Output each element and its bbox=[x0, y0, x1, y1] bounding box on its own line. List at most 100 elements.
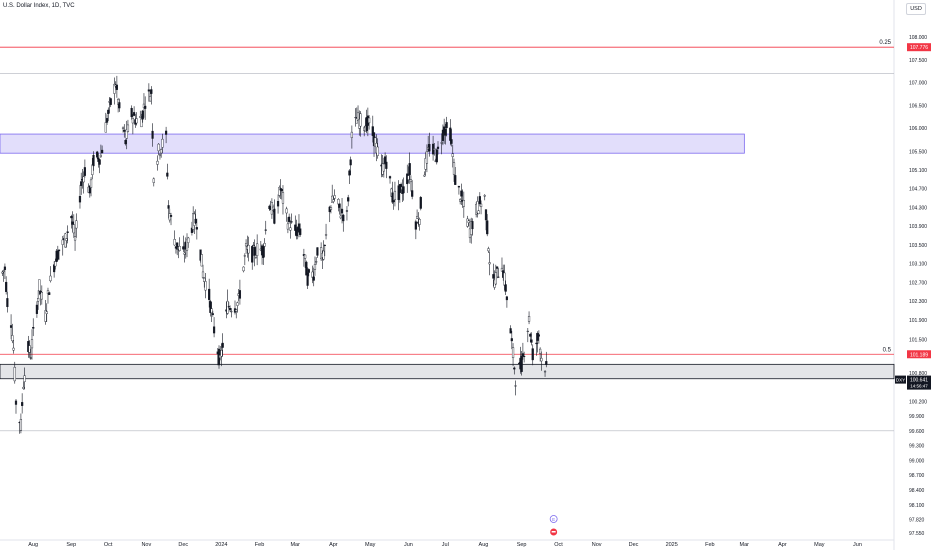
candle-body bbox=[452, 162, 456, 175]
y-tick-label: 102.300 bbox=[909, 299, 927, 305]
candle-body bbox=[363, 127, 366, 131]
candle-body bbox=[441, 129, 445, 141]
candle-body bbox=[470, 221, 473, 235]
candle-body bbox=[539, 348, 542, 354]
candle-body bbox=[436, 146, 440, 149]
y-tick-label: 106.500 bbox=[909, 103, 927, 109]
candle-body bbox=[121, 127, 125, 129]
candle-body bbox=[156, 160, 159, 165]
candle-body bbox=[536, 332, 539, 341]
candle-body bbox=[209, 301, 212, 313]
candle-body bbox=[504, 284, 507, 292]
currency-button[interactable]: USD bbox=[906, 3, 926, 15]
candle-body bbox=[238, 290, 242, 299]
candle-body bbox=[73, 236, 77, 241]
candle-body bbox=[521, 353, 524, 357]
candle-body bbox=[484, 209, 488, 221]
candle-body bbox=[295, 229, 298, 237]
candle-body bbox=[355, 118, 358, 124]
x-tick-label: Jun bbox=[853, 542, 862, 548]
candle-body bbox=[459, 199, 462, 202]
candle-body bbox=[49, 275, 52, 282]
candle-body bbox=[53, 264, 56, 273]
y-tick-label: 99.000 bbox=[909, 458, 925, 464]
price-tag-label: 101.189 bbox=[910, 352, 928, 358]
candle-body bbox=[254, 255, 258, 258]
candle-body bbox=[88, 185, 91, 194]
candle-body bbox=[385, 161, 388, 169]
event-icon-label: E bbox=[552, 517, 555, 522]
event-icon bbox=[549, 515, 558, 523]
candle-body bbox=[144, 105, 147, 109]
candle-body bbox=[269, 207, 272, 211]
candle-body bbox=[11, 335, 14, 342]
candle-body bbox=[195, 227, 198, 230]
candle-body bbox=[526, 330, 529, 332]
candle-body bbox=[390, 188, 393, 197]
candle-body bbox=[221, 342, 224, 348]
candle-body bbox=[299, 228, 302, 235]
candle-body bbox=[492, 274, 495, 279]
x-tick-label: Mar bbox=[290, 542, 300, 548]
candle-body bbox=[518, 362, 521, 365]
resistance-zone bbox=[0, 133, 745, 154]
candle-body bbox=[80, 181, 83, 186]
candle-body bbox=[531, 348, 534, 361]
y-tick-label: 102.700 bbox=[909, 280, 927, 286]
candle-body bbox=[173, 239, 176, 246]
candle-body bbox=[440, 142, 443, 144]
y-tick-label: 105.500 bbox=[909, 149, 927, 155]
candle-body bbox=[246, 246, 249, 250]
candle-body bbox=[488, 262, 491, 265]
candle-body bbox=[348, 170, 351, 176]
candle-body bbox=[190, 227, 194, 233]
candle-body bbox=[28, 345, 31, 353]
y-tick-label: 103.900 bbox=[909, 224, 927, 230]
candle-body bbox=[212, 326, 216, 334]
candle-body bbox=[486, 220, 489, 235]
candle-body bbox=[12, 347, 15, 351]
candle-body bbox=[115, 84, 118, 90]
candle-body bbox=[290, 221, 293, 223]
candle-body bbox=[227, 306, 230, 308]
support-zone bbox=[0, 363, 895, 380]
candle-body bbox=[193, 213, 196, 226]
candle-body bbox=[511, 347, 515, 358]
price-tag bbox=[907, 350, 931, 359]
candle-body bbox=[87, 186, 90, 193]
x-tick-label: 2025 bbox=[666, 542, 678, 548]
candle-body bbox=[61, 239, 64, 245]
candle-body bbox=[297, 223, 301, 233]
candle-body bbox=[48, 292, 51, 295]
candle-body bbox=[350, 131, 353, 138]
x-tick-label: Feb bbox=[705, 542, 714, 548]
candle-body bbox=[40, 292, 43, 300]
candle-body bbox=[339, 215, 342, 219]
y-tick-label: 103.100 bbox=[909, 262, 927, 268]
candle-body bbox=[203, 277, 206, 282]
candle-body bbox=[415, 216, 419, 219]
candle-body bbox=[160, 149, 163, 154]
candle-body bbox=[342, 214, 345, 222]
candle-body bbox=[497, 276, 500, 278]
candle-body bbox=[133, 112, 136, 116]
candle-body bbox=[32, 327, 35, 329]
candle-body bbox=[161, 138, 164, 148]
candle-body bbox=[431, 143, 435, 155]
candle-body bbox=[450, 139, 453, 144]
candle-body bbox=[125, 129, 128, 139]
y-tick-label: 100.200 bbox=[909, 400, 927, 406]
candle-body bbox=[324, 234, 328, 236]
candle-body bbox=[305, 261, 308, 276]
candle-body bbox=[139, 116, 142, 118]
candle-body bbox=[312, 276, 315, 281]
x-tick-label: 2024 bbox=[215, 542, 227, 548]
candle-body bbox=[454, 175, 457, 185]
y-tick-label: 103.500 bbox=[909, 243, 927, 249]
candle-body bbox=[169, 215, 173, 217]
candle-body bbox=[391, 192, 394, 203]
candle-body bbox=[166, 172, 169, 177]
candle-body bbox=[434, 160, 437, 162]
